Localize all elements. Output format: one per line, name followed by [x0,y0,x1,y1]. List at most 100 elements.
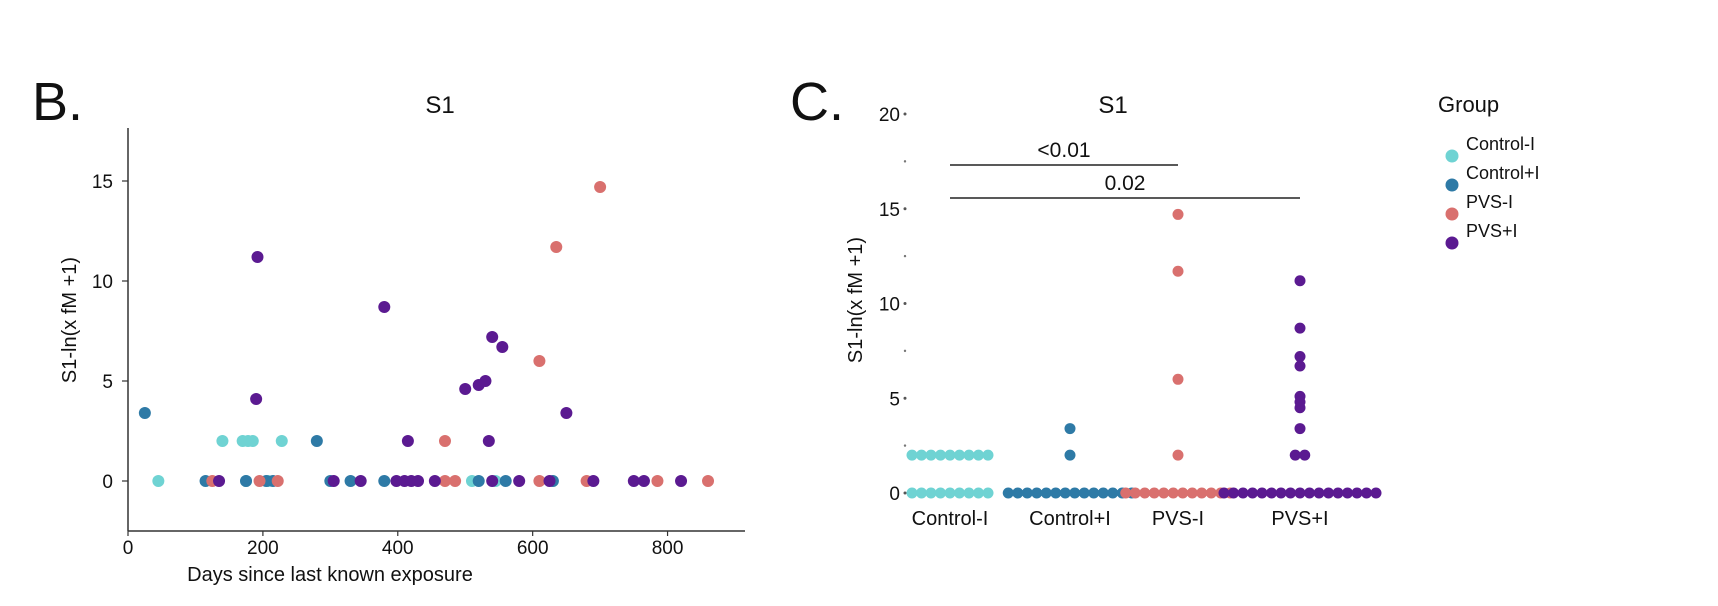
panel-c-y-tick-label: 5 [889,389,900,410]
panel-c-point-pvs-i [1172,373,1184,385]
panel-b-point-pvs-plusi [459,383,472,395]
panel-b-title: S1 [425,92,454,119]
panel-b-point-pvs-plusi [486,331,499,343]
panel-c-significance: <0.01 0.02 [950,139,1300,199]
panel-b-point-pvs-plusi [378,301,391,313]
panel-c-point-pvs-i [1172,265,1184,277]
panel-c-title: S1 [1098,92,1127,119]
panel-b-y-tick-label: 5 [102,372,113,393]
panel-b-point-pvs-plusi [213,475,226,487]
panel-c-point-pvs-i [1172,449,1184,461]
panel-c-point-control-i [954,449,965,461]
panel-c-y-tick [903,207,907,211]
panel-c-point-control-i [973,449,984,461]
panel-c-point-pvs-plusi [1294,275,1306,287]
panel-c-point-pvs-i [1186,487,1198,499]
panel-c-point-pvs-plusi [1294,360,1306,372]
panel-c-category-label: PVS+I [1271,508,1328,530]
panel-c-y-minor-tick [903,254,907,258]
panel-b-point-control-plusi [499,475,512,487]
panel-b-point-pvs-plusi [486,475,499,487]
panel-b-point-control-plusi [240,475,253,487]
panel-c-point-pvs-plusi [1228,487,1239,499]
panel-c-point-control-i [906,449,918,461]
panel-c-point-control-plusi [1107,487,1119,499]
panel-c-point-control-plusi [1088,487,1100,499]
panel-b-x-tick-label: 600 [517,538,549,559]
panel-b-point-control-i [275,435,288,447]
panel-c-point-pvs-plusi [1342,487,1353,499]
panel-c-point-pvs-plusi [1247,487,1258,499]
panel-b-point-control-plusi [378,475,391,487]
panel-c-point-control-i [982,449,994,461]
panel-c-y-minor-tick [903,160,907,163]
panel-c-point-control-i [916,487,927,499]
legend-label-pvs-i: PVS-I [1466,192,1513,212]
panel-c-point-control-plusi [1031,487,1043,499]
panel-c-point-control-i [963,449,975,461]
panel-b-point-pvs-plusi [354,475,367,487]
panel-c-letter: C. [790,72,844,132]
panel-b-point-control-plusi [344,475,357,487]
panel-b-point-pvs-plusi [675,475,688,487]
panel-c-point-control-plusi [1059,487,1071,499]
legend-swatch-pvs-plusi [1445,236,1459,250]
legend-title: Group [1438,92,1499,117]
panel-b-point-pvs-i [594,181,607,193]
panel-c-y-tick-label: 10 [879,295,900,316]
panel-c-point-control-plusi [1078,487,1090,499]
legend: Group Control-I Control+I PVS-I PVS+I [1438,92,1540,250]
panel-c-point-pvs-plusi [1294,487,1306,499]
panel-b-point-pvs-i [438,475,451,487]
panel-c-point-pvs-plusi [1289,449,1301,461]
legend-swatch-pvs-i [1445,207,1459,221]
panel-c-y-minor-tick [903,444,907,447]
panel-b-y-tick-label: 10 [92,272,113,293]
legend-label-control-i: Control-I [1466,134,1535,154]
panel-c-point-control-i [906,487,918,499]
panel-c-y-tick-label: 15 [879,200,900,221]
panel-b-point-pvs-plusi [482,435,495,447]
panel-b-point-pvs-plusi [637,475,650,487]
panel-c-point-pvs-plusi [1237,487,1249,499]
panel-c-point-pvs-plusi [1266,487,1277,499]
panel-c-point-control-i [963,487,975,499]
panel-c-point-pvs-i [1167,487,1179,499]
panel-c-y-axis-label: S1-ln(x fM +1) [845,237,867,363]
panel-c-point-control-i [925,487,937,499]
panel-b-x-ticks: 0 200 400 600 800 [123,531,683,559]
panel-b-point-pvs-i [651,475,664,487]
panel-c-point-pvs-plusi [1285,487,1296,499]
panel-c-point-control-i [925,449,937,461]
panel-c-point-pvs-i [1177,487,1189,499]
panel-b-x-tick-label: 0 [123,538,134,559]
panel-c-point-pvs-plusi [1294,402,1306,414]
panel-c-point-pvs-plusi [1294,351,1306,363]
panel-b-point-control-i [216,435,229,447]
panel-c-point-pvs-i [1172,208,1184,220]
panel-c-point-pvs-i [1139,487,1151,499]
panel-c-point-pvs-plusi [1332,487,1344,499]
panel-c-point-control-plusi [1002,487,1014,499]
panel-b-point-pvs-plusi [327,475,340,487]
panel-c-points [906,208,1382,499]
panel-c-point-control-i [935,487,946,499]
panel-b-point-pvs-i [271,475,284,487]
panel-c-point-pvs-plusi [1361,487,1372,499]
panel-c-y-tick [903,302,907,305]
panel-c-point-control-i [954,487,965,499]
panel-b-point-control-plusi [310,435,323,447]
panel-b-point-pvs-plusi [627,475,640,487]
panel-b-letter: B. [32,72,83,132]
panel-c-point-pvs-i [1158,487,1170,499]
panel-c-point-pvs-i [1205,487,1217,499]
panel-c-point-pvs-plusi [1294,322,1306,334]
panel-b-point-pvs-plusi [401,435,414,447]
legend-swatch-control-plusi [1445,178,1459,192]
panel-c-category-label: Control-I [912,508,989,530]
panel-c-point-pvs-plusi [1313,487,1325,499]
panel-b-point-control-i [246,435,259,447]
panel-b-point-pvs-i [253,475,266,487]
significance-label: <0.01 [1037,139,1090,162]
